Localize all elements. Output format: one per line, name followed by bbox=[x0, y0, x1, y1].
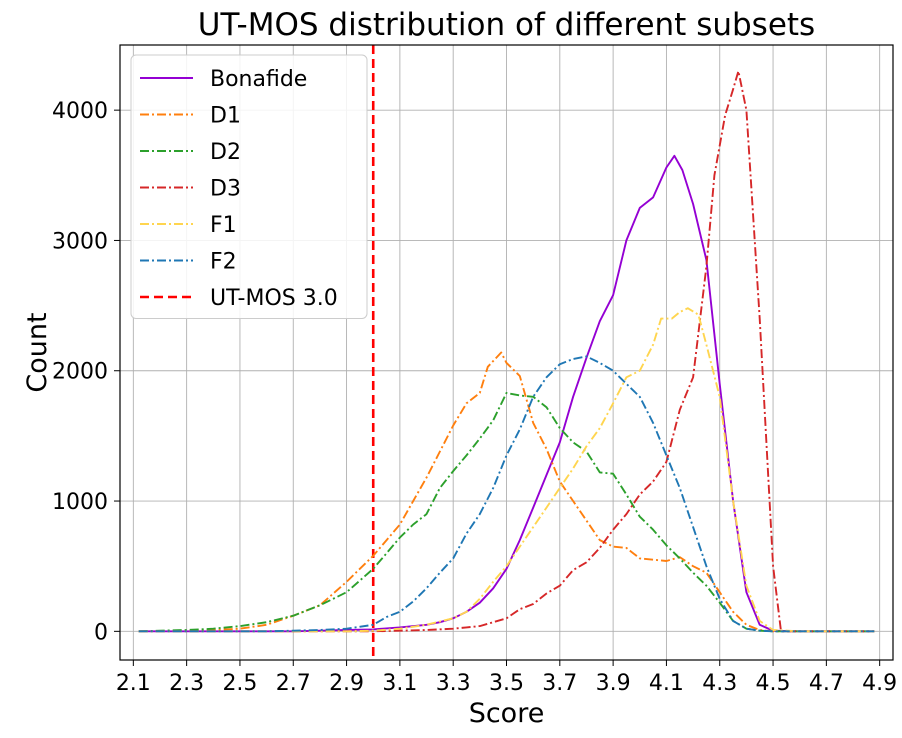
series-line-d1 bbox=[138, 351, 875, 633]
chart-title: UT-MOS distribution of different subsets bbox=[198, 7, 815, 43]
x-tick-label: 3.1 bbox=[382, 671, 417, 696]
legend-label-bonafide: Bonafide bbox=[210, 67, 307, 92]
series-line-f2 bbox=[138, 355, 875, 633]
tick-layer: 2.1 2.3 2.5 2.7 2.9 3.1 3.3 3.5 3.7 3.9 4.1 4.3 4.5 4… bbox=[52, 99, 897, 696]
series-layer bbox=[138, 70, 875, 633]
x-tick-label: 2.1 bbox=[116, 671, 151, 696]
legend-label-d1: D1 bbox=[210, 104, 241, 129]
legend-label-f2: F2 bbox=[210, 250, 237, 275]
x-tick-label: 3.9 bbox=[596, 671, 631, 696]
x-tick-label: 3.5 bbox=[489, 671, 524, 696]
y-tick-label: 3000 bbox=[52, 229, 108, 254]
x-tick-label: 2.5 bbox=[222, 671, 257, 696]
y-tick-label: 2000 bbox=[52, 360, 108, 385]
legend-label-d3: D3 bbox=[210, 177, 241, 202]
legend-box bbox=[130, 54, 368, 319]
y-tick-label: 1000 bbox=[52, 490, 108, 515]
x-tick-label: 4.7 bbox=[809, 671, 844, 696]
x-tick-label: 2.7 bbox=[276, 671, 311, 696]
series-line-d3 bbox=[138, 70, 875, 633]
series-line-f1 bbox=[138, 307, 875, 633]
y-tick-label: 4000 bbox=[52, 99, 108, 124]
x-tick-label: 4.1 bbox=[649, 671, 684, 696]
legend-label-f1: F1 bbox=[210, 213, 237, 238]
y-axis-label: Count bbox=[22, 312, 53, 392]
legend: Bonafide D1 D2 D3 F1 F2 UT-MOS 3.0 bbox=[130, 54, 368, 319]
x-tick-label: 4.3 bbox=[702, 671, 737, 696]
x-tick-label: 2.3 bbox=[169, 671, 204, 696]
y-tick-label: 0 bbox=[94, 620, 108, 645]
legend-label-d2: D2 bbox=[210, 140, 241, 165]
x-tick-label: 2.9 bbox=[329, 671, 364, 696]
x-tick-label: 3.7 bbox=[542, 671, 577, 696]
series-line-d2 bbox=[138, 391, 875, 633]
x-tick-label: 4.9 bbox=[862, 671, 897, 696]
legend-label-ut-mos-3-0: UT-MOS 3.0 bbox=[210, 286, 338, 311]
x-tick-label: 3.3 bbox=[436, 671, 471, 696]
x-tick-label: 4.5 bbox=[756, 671, 791, 696]
x-axis-label: Score bbox=[469, 698, 545, 729]
